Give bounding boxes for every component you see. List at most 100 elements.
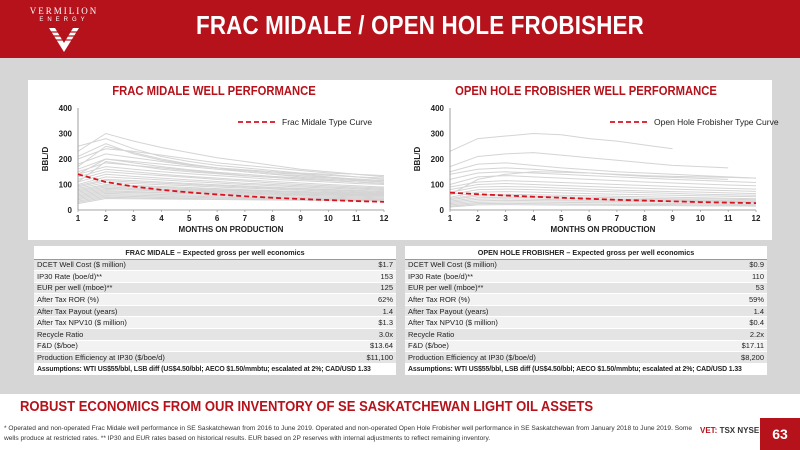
- x-tick-label: 6: [215, 214, 220, 223]
- chart-title: OPEN HOLE FROBISHER WELL PERFORMANCE: [455, 84, 717, 98]
- ticker-label: VET:: [700, 426, 718, 435]
- row-label: After Tax ROR (%): [34, 293, 324, 306]
- y-tick-label: 400: [431, 104, 445, 113]
- row-value: 153: [323, 270, 396, 283]
- well-line: [449, 152, 729, 169]
- well-line: [449, 199, 757, 205]
- well-line: [449, 191, 757, 198]
- x-tick-label: 1: [448, 214, 453, 223]
- x-tick-label: 2: [476, 214, 481, 223]
- x-tick-label: 12: [380, 214, 389, 223]
- y-tick-label: 100: [59, 181, 73, 190]
- row-label: IP30 Rate (boe/d)**: [405, 270, 695, 283]
- x-tick-label: 8: [271, 214, 276, 223]
- well-line: [449, 171, 757, 183]
- well-line: [449, 186, 757, 195]
- chart-title: FRAC MIDALE WELL PERFORMANCE: [112, 84, 316, 98]
- row-label: Recycle Ratio: [405, 328, 695, 341]
- exchange-listing: VET: TSX NYSE: [700, 426, 759, 435]
- row-label: After Tax Payout (years): [405, 305, 695, 318]
- well-line: [77, 132, 385, 178]
- well-line: [77, 148, 385, 177]
- row-label: Recycle Ratio: [34, 328, 324, 341]
- footnote: * Operated and non-operated Frac Midale …: [4, 425, 692, 442]
- y-axis-label: BBL/D: [41, 147, 50, 172]
- row-value: $13.64: [323, 340, 396, 353]
- row-label: EUR per well (mboe)**: [34, 282, 324, 295]
- well-line: [77, 187, 385, 196]
- row-label: IP30 Rate (boe/d)**: [34, 270, 324, 283]
- vermilion-logo[interactable]: VERMILION ENERGY: [14, 6, 114, 54]
- y-tick-label: 0: [68, 206, 73, 215]
- table-row: Recycle Ratio 3.0x: [34, 328, 396, 341]
- well-line: [77, 138, 385, 180]
- type-curve-line: [449, 191, 757, 205]
- table-row: EUR per well (mboe)** 125: [34, 282, 396, 295]
- well-line: [77, 143, 385, 179]
- x-tick-label: 5: [187, 214, 192, 223]
- row-label: Production Efficiency at IP30 ($/boe/d): [34, 351, 324, 364]
- x-tick-label: 6: [587, 214, 592, 223]
- y-tick-label: 300: [59, 130, 73, 139]
- well-line: [449, 182, 757, 192]
- well-line: [449, 201, 757, 206]
- page-number: 63: [772, 426, 788, 442]
- x-tick-label: 7: [243, 214, 248, 223]
- y-tick-label: 300: [431, 130, 445, 139]
- well-line: [77, 173, 385, 190]
- table-row: DCET Well Cost ($ million) $1.7: [34, 259, 396, 272]
- row-label: F&D ($/boe): [405, 340, 695, 353]
- row-label: After Tax NPV10 ($ million): [405, 316, 695, 330]
- x-axis-label: MONTHS ON PRODUCTION: [551, 225, 656, 234]
- well-line: [77, 180, 385, 193]
- x-tick-label: 8: [643, 214, 648, 223]
- well-line: [449, 175, 757, 187]
- open-hole-frobisher-economics-table: OPEN HOLE FROBISHER – Expected gross per…: [405, 246, 767, 376]
- legend-box: [606, 114, 756, 128]
- y-axis-label: BBL/D: [413, 147, 422, 172]
- row-value: $0.9: [694, 259, 767, 272]
- well-line: [77, 166, 385, 185]
- table-row: After Tax NPV10 ($ million) $1.3: [34, 316, 396, 330]
- row-value: $8,200: [694, 351, 767, 364]
- y-tick-label: 100: [431, 181, 445, 190]
- summary-banner: ROBUST ECONOMICS FROM OUR INVENTORY OF S…: [20, 399, 594, 415]
- table-row: F&D ($/boe) $17.11: [405, 340, 767, 353]
- row-value: $1.7: [323, 259, 396, 272]
- legend-label: Frac Midale Type Curve: [282, 117, 372, 127]
- row-label: After Tax NPV10 ($ million): [34, 316, 324, 330]
- row-value: $11,100: [323, 351, 396, 364]
- table-row: After Tax NPV10 ($ million) $0.4: [405, 316, 767, 330]
- legend-label: Open Hole Frobisher Type Curve: [654, 117, 779, 127]
- table-row: IP30 Rate (boe/d)** 153: [34, 270, 396, 283]
- x-tick-label: 7: [615, 214, 620, 223]
- well-line: [449, 162, 757, 179]
- well-line: [77, 181, 385, 194]
- frac-midale-economics-table: FRAC MIDALE – Expected gross per well ec…: [34, 246, 396, 376]
- table-row: DCET Well Cost ($ million) $0.9: [405, 259, 767, 272]
- well-line: [77, 171, 385, 189]
- y-tick-label: 0: [440, 206, 445, 215]
- row-label: Production Efficiency at IP30 ($/boe/d): [405, 351, 695, 364]
- row-label: EUR per well (mboe)**: [405, 282, 695, 295]
- logo-chevron-icon: [49, 28, 79, 52]
- table-row: After Tax Payout (years) 1.4: [405, 305, 767, 318]
- well-line: [449, 180, 757, 190]
- table-row: Recycle Ratio 2.2x: [405, 328, 767, 341]
- header-bar: VERMILION ENERGY FRAC MIDALE / OPEN HOLE…: [0, 0, 800, 58]
- row-value: 1.4: [323, 305, 396, 318]
- y-tick-label: 400: [59, 104, 73, 113]
- x-tick-label: 4: [531, 214, 536, 223]
- well-line: [77, 168, 385, 188]
- x-tick-label: 10: [324, 214, 333, 223]
- page-title: FRAC MIDALE / OPEN HOLE FROBISHER: [196, 10, 644, 40]
- x-tick-label: 12: [752, 214, 761, 223]
- assumptions-row: Assumptions: WTI US$55/bbl, LSB diff (US…: [405, 362, 767, 376]
- well-line: [77, 195, 385, 202]
- well-line: [449, 204, 757, 208]
- x-tick-label: 4: [159, 214, 164, 223]
- legend-box: [234, 114, 384, 128]
- table-row: F&D ($/boe) $13.64: [34, 340, 396, 353]
- table-row: After Tax Payout (years) 1.4: [34, 305, 396, 318]
- table-header: OPEN HOLE FROBISHER – Expected gross per…: [405, 246, 767, 260]
